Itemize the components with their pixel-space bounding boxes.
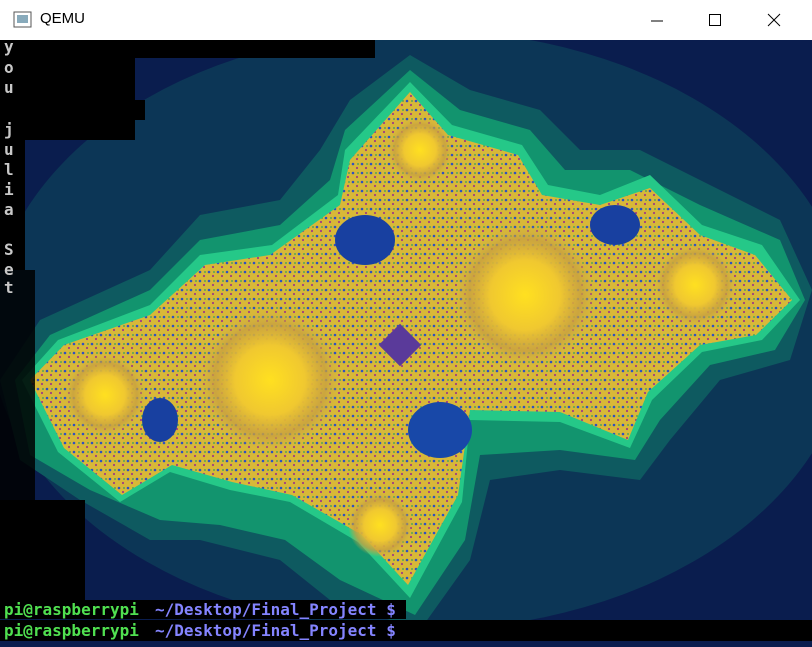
side-char: t: [4, 278, 14, 297]
side-char: S: [4, 240, 14, 259]
close-button[interactable]: [767, 13, 781, 27]
side-char: j: [4, 120, 14, 139]
terminal-residue: [0, 40, 375, 600]
side-char: u: [4, 78, 14, 97]
side-char: l: [4, 160, 14, 179]
app-icon-screen: [17, 15, 28, 23]
side-char: i: [4, 180, 14, 199]
title-icons: [13, 11, 781, 28]
fractal: [0, 55, 812, 630]
prompt-bg: [0, 620, 812, 641]
side-char: e: [4, 260, 14, 279]
prompt-path: ~/Desktop/Final_Project $: [155, 600, 396, 619]
side-char: o: [4, 58, 14, 77]
window-title: QEMU: [40, 10, 85, 27]
prompt-path: ~/Desktop/Final_Project $: [155, 621, 396, 640]
maximize-button[interactable]: [709, 14, 721, 26]
side-char: y: [4, 40, 14, 56]
prompt-user: pi@raspberrypi: [4, 600, 139, 619]
side-char: a: [4, 200, 14, 219]
prompt-user: pi@raspberrypi: [4, 621, 139, 640]
side-char: u: [4, 140, 14, 159]
prompt-bg: [0, 600, 406, 619]
title-bar: QEMU: [0, 0, 812, 40]
